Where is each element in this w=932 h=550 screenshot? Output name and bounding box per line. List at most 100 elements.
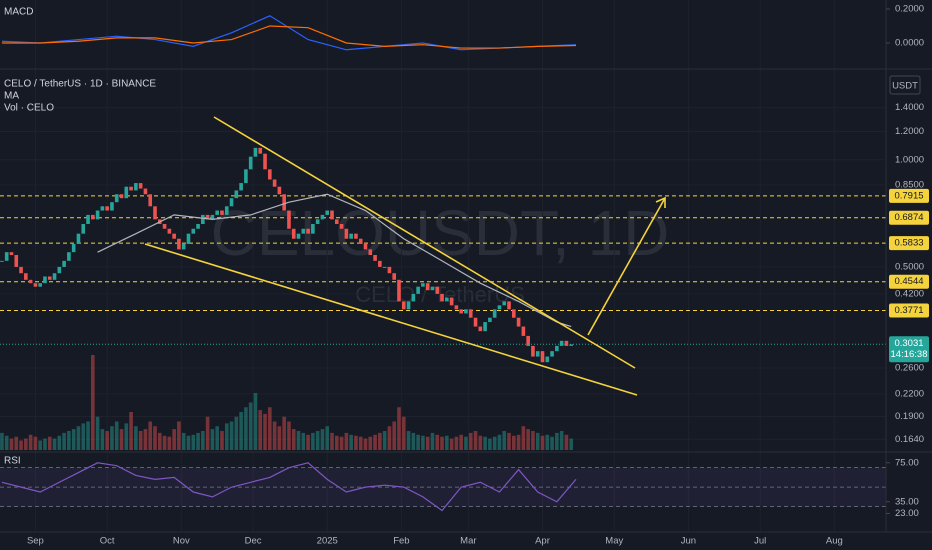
y-tick-label: 0.1900 <box>895 411 924 422</box>
volume-bar <box>177 421 181 450</box>
volume-bar <box>172 429 176 450</box>
volume-bar <box>167 436 172 450</box>
candle <box>555 345 559 352</box>
volume-bar <box>248 402 253 450</box>
candle <box>86 214 90 224</box>
candle <box>411 293 416 302</box>
rsi-tick-label: 23.00 <box>895 508 919 519</box>
volume-bar <box>282 416 286 450</box>
x-tick-label: Jul <box>754 536 766 547</box>
candle <box>416 286 420 294</box>
volume-bar <box>258 410 263 450</box>
candle <box>344 228 349 239</box>
candle <box>134 183 138 191</box>
candle <box>162 223 167 229</box>
currency-box[interactable] <box>889 75 921 95</box>
candle <box>234 190 239 199</box>
volume-bar <box>311 432 315 450</box>
ma-line <box>97 193 572 328</box>
volume-bar <box>33 436 38 450</box>
candle <box>287 210 291 229</box>
volume-bar <box>339 436 344 450</box>
volume-bar <box>392 421 397 450</box>
candle <box>244 169 248 184</box>
candle <box>110 202 114 211</box>
volume-bar <box>306 434 310 450</box>
candle <box>445 297 449 302</box>
candle <box>478 326 483 332</box>
volume-bar <box>512 435 516 450</box>
y-tick-label: 1.4000 <box>895 102 924 113</box>
candle <box>248 156 253 170</box>
arrow <box>587 197 666 336</box>
volume-bar <box>526 429 530 450</box>
x-tick-label: 2025 <box>317 536 338 547</box>
volume-bar <box>229 421 234 450</box>
countdown: 14:16:38 <box>891 349 928 360</box>
volume-bar <box>502 431 507 450</box>
candle <box>167 228 172 234</box>
volume-bar <box>478 435 483 450</box>
volume-bar <box>387 426 392 450</box>
candle <box>521 326 526 336</box>
volume-bar <box>411 432 416 450</box>
candle <box>550 351 554 357</box>
candle <box>497 305 502 310</box>
marks <box>0 15 886 512</box>
volume-bar <box>57 435 62 450</box>
candle <box>19 266 23 274</box>
rsi-tick-label: 35.00 <box>895 496 919 507</box>
volume-bar <box>521 426 526 450</box>
macd-title: MACD <box>4 7 33 18</box>
volume-bar <box>435 434 440 450</box>
candle <box>76 233 81 244</box>
candle <box>129 186 133 191</box>
candle <box>464 309 468 314</box>
volume-bar <box>105 431 109 450</box>
macd-line <box>1 15 577 51</box>
candle <box>334 219 339 224</box>
trendline <box>213 116 636 369</box>
candle <box>354 233 358 239</box>
volume-bar <box>291 429 296 450</box>
candle <box>210 214 215 220</box>
volume-bar <box>564 434 569 450</box>
last-price-label: 0.3031 <box>894 338 923 349</box>
volume-bar <box>315 431 320 450</box>
candle <box>502 301 507 306</box>
volume-bar <box>148 421 153 450</box>
candle <box>535 351 540 357</box>
last-price-box <box>889 336 929 363</box>
volume-bar <box>76 426 81 450</box>
candle <box>516 317 521 327</box>
volume-bar <box>224 423 229 450</box>
volume-bar <box>296 431 301 450</box>
candle <box>239 183 243 191</box>
candle <box>512 309 516 318</box>
volume-bar <box>110 426 114 450</box>
volume-bar <box>373 434 377 450</box>
volume-bar <box>24 438 28 450</box>
volume-bar <box>555 432 559 450</box>
volume-bar <box>86 421 90 450</box>
candle <box>526 335 530 346</box>
volume-bar <box>191 434 196 450</box>
volume-bar <box>397 407 401 450</box>
candle <box>119 194 124 199</box>
level-label-box <box>889 210 929 225</box>
candle <box>296 233 301 239</box>
candle <box>311 223 315 234</box>
volume-bar <box>14 436 19 450</box>
candle <box>196 223 200 229</box>
candle <box>358 238 363 244</box>
volume-bar <box>19 440 23 450</box>
candle <box>224 206 229 215</box>
candle <box>492 309 497 318</box>
level-label: 0.3771 <box>894 305 923 316</box>
volume-bar <box>421 435 425 450</box>
volume-bar <box>464 436 468 450</box>
volume-bar <box>114 421 119 450</box>
candle <box>4 252 9 261</box>
level-label: 0.6874 <box>894 212 923 223</box>
candle <box>430 286 435 291</box>
